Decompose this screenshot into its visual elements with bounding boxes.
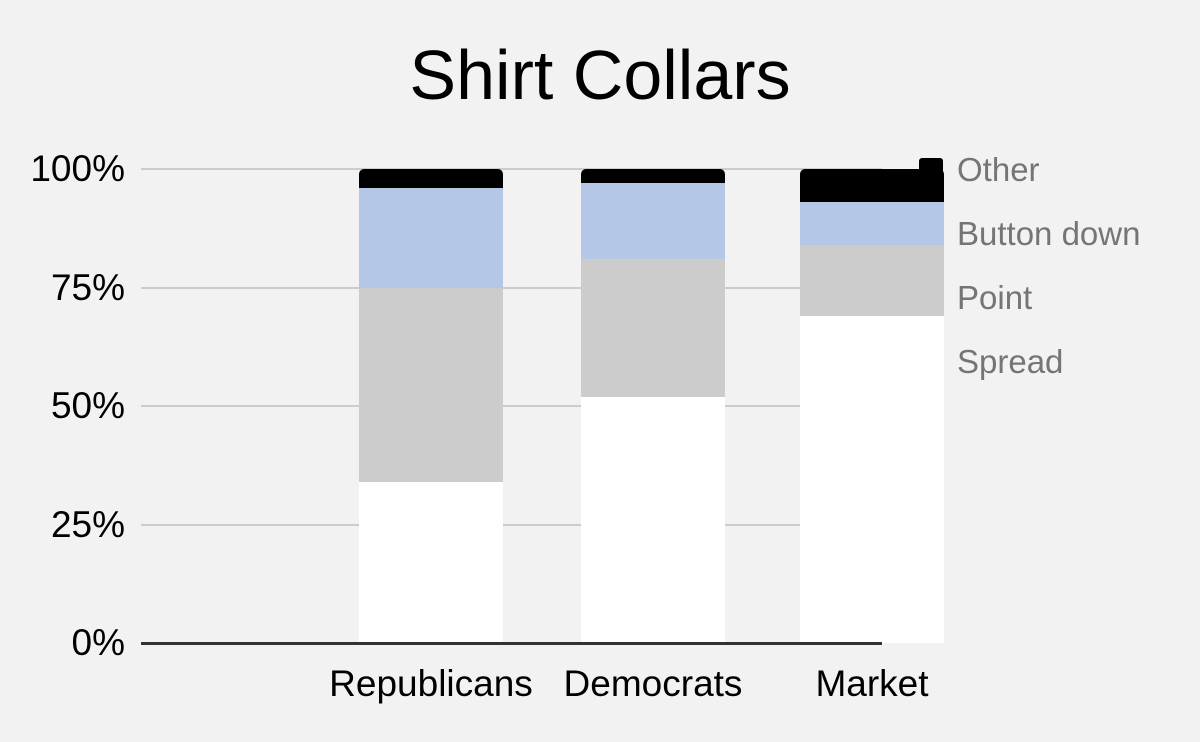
chart-title: Shirt Collars [409,36,791,114]
x-tick-label-market: Market [815,663,929,704]
segment-other-democrats[interactable] [581,169,725,184]
segment-other-republicans[interactable] [359,169,503,188]
y-tick-label-50: 50% [50,385,125,426]
segment-button-down-democrats[interactable] [581,183,725,260]
gridline-100 [141,168,882,170]
gridline-25 [141,523,882,526]
legend-label-point: Point [957,279,1033,316]
x-tick-label-republicans: Republicans [329,663,533,704]
y-tick-label-75: 75% [50,266,125,308]
segment-button-down-republicans[interactable] [359,187,503,288]
bar-democrats [581,169,725,643]
legend-label-other: Other [957,151,1040,188]
segment-spread-market[interactable] [800,315,944,643]
segment-other-market[interactable] [800,169,944,203]
segment-point-republicans[interactable] [359,287,503,482]
segment-spread-democrats[interactable] [581,396,725,643]
x-tick-label-democrats: Democrats [563,663,743,704]
segment-point-market[interactable] [800,244,944,316]
segment-button-down-market[interactable] [800,202,944,245]
plot-area [141,168,944,645]
y-tick-label-0: 0% [71,622,125,663]
legend-item-button-down: Button down [919,215,1140,252]
gridline-50 [141,405,882,407]
gridline-75 [141,286,882,289]
bar-republicans [359,169,503,643]
segment-point-democrats[interactable] [581,259,725,397]
x-axis-baseline [141,642,882,645]
legend-label-button-down: Button down [957,215,1141,252]
bar-market [800,169,944,643]
y-tick-label-100: 100% [30,148,125,189]
legend-label-spread: Spread [957,343,1064,380]
y-tick-label-25: 25% [50,503,125,545]
segment-spread-republicans[interactable] [359,481,503,643]
